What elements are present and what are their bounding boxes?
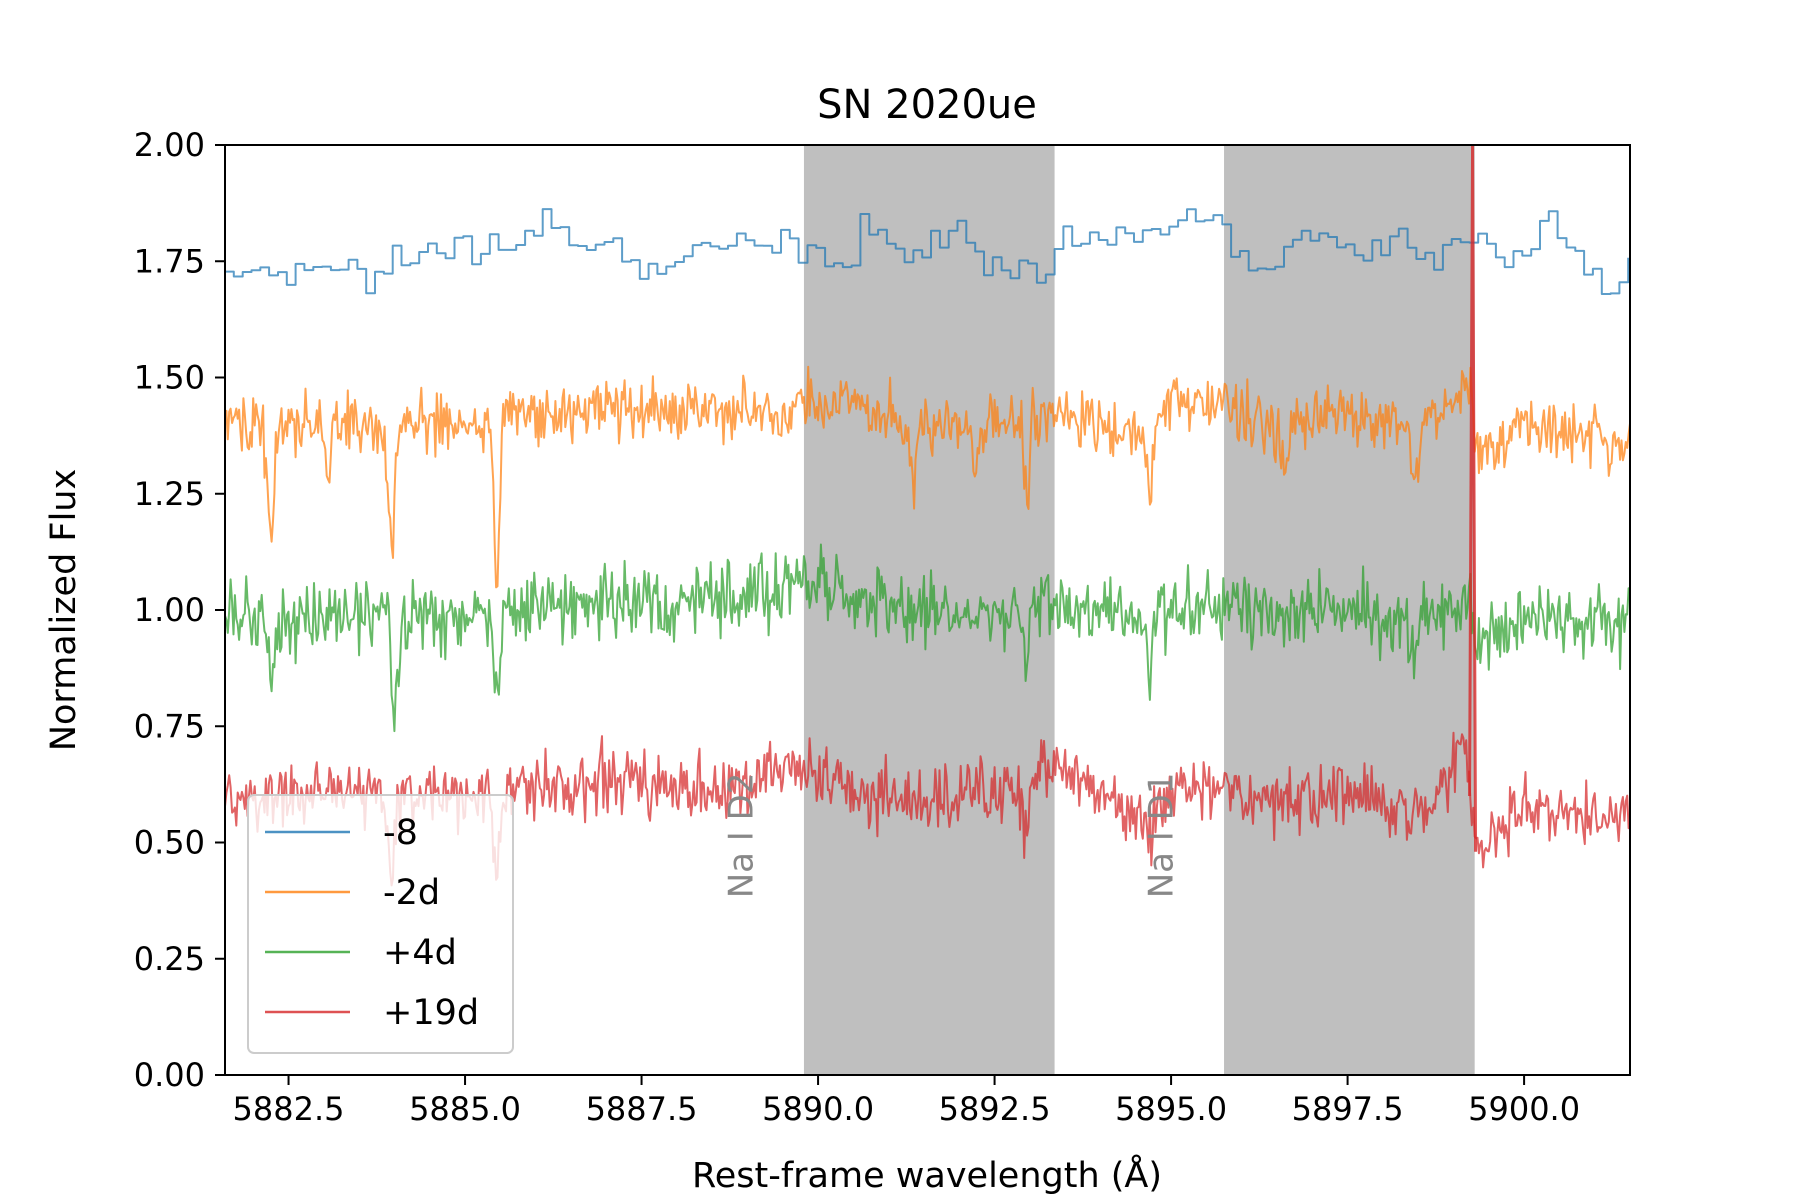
x-tick-label: 5895.0 bbox=[1115, 1090, 1227, 1128]
y-tick-label: 0.00 bbox=[134, 1056, 205, 1094]
x-axis-ticks: 5882.5 5885.0 5887.5 5890.0 5892.5 5895.0 5897… bbox=[233, 1075, 1580, 1128]
chart-title: SN 2020ue bbox=[817, 82, 1037, 128]
legend: -8 -2d +4d +19d bbox=[247, 794, 514, 1054]
line-annotations: Na I D2 Na I D1 bbox=[721, 773, 1181, 899]
series-line-2 bbox=[225, 365, 1630, 589]
y-tick-label: 0.25 bbox=[134, 940, 205, 978]
y-tick-label: 0.50 bbox=[134, 824, 205, 862]
legend-label: -2d bbox=[383, 873, 440, 913]
series-spike-4 bbox=[1468, 145, 1478, 852]
y-tick-label: 1.50 bbox=[134, 359, 205, 397]
x-tick-label: 5900.0 bbox=[1468, 1090, 1580, 1128]
y-tick-label: 2.00 bbox=[134, 126, 205, 164]
x-tick-label: 5882.5 bbox=[233, 1090, 345, 1128]
x-tick-label: 5897.5 bbox=[1292, 1090, 1404, 1128]
series-line-3 bbox=[225, 543, 1630, 733]
legend-label: +19d bbox=[383, 993, 479, 1033]
y-tick-label: 0.75 bbox=[134, 707, 205, 745]
x-tick-label: 5892.5 bbox=[939, 1090, 1051, 1128]
line-annotation-2: Na I D1 bbox=[1141, 773, 1181, 899]
y-tick-label: 1.25 bbox=[134, 475, 205, 513]
y-tick-label: 1.75 bbox=[134, 242, 205, 280]
x-axis-label: Rest-frame wavelength (Å) bbox=[692, 1153, 1162, 1196]
y-tick-label: 1.00 bbox=[134, 591, 205, 629]
legend-box bbox=[247, 794, 514, 1054]
x-tick-label: 5887.5 bbox=[586, 1090, 698, 1128]
y-axis-ticks: 0.00 0.25 0.50 0.75 1.00 1.25 1.50 1.75 2.00 bbox=[134, 126, 225, 1094]
x-tick-label: 5890.0 bbox=[762, 1090, 874, 1128]
legend-label: +4d bbox=[383, 933, 457, 973]
y-axis-label: Normalized Flux bbox=[44, 469, 84, 751]
series-line-1 bbox=[225, 208, 1630, 295]
x-tick-label: 5885.0 bbox=[409, 1090, 521, 1128]
legend-label: -8 bbox=[383, 813, 418, 853]
line-annotation-1: Na I D2 bbox=[721, 773, 761, 899]
